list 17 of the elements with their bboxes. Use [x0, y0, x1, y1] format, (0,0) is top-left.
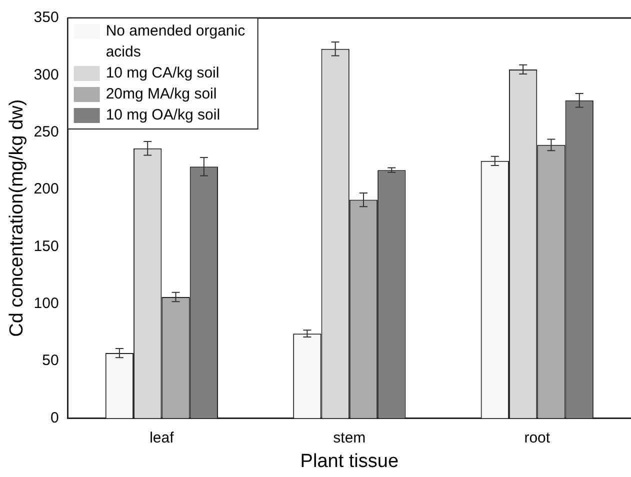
y-tick-label: 200 [34, 180, 59, 198]
y-tick-label: 350 [34, 9, 59, 26]
y-tick-label: 100 [34, 295, 59, 312]
y-tick-label: 0 [50, 409, 59, 426]
x-tick-label: root [524, 429, 551, 446]
x-axis-title: Plant tissue [300, 450, 399, 472]
y-tick-label: 50 [42, 352, 59, 370]
x-tick-label: leaf [150, 429, 175, 446]
legend-label: No amended organic acids [106, 22, 246, 61]
x-tick-label: stem [333, 429, 366, 446]
legend-label: 20mg MA/kg soil [106, 86, 217, 103]
y-tick-label: 300 [34, 66, 59, 84]
y-axis-title: Cd concentration(mg/kg dw) [6, 99, 28, 337]
y-tick-label: 250 [34, 123, 59, 140]
legend-label: 10 mg OA/kg soil [106, 106, 220, 124]
y-tick-label: 150 [34, 238, 59, 255]
legend-label: 10 mg CA/kg soil [106, 64, 220, 82]
